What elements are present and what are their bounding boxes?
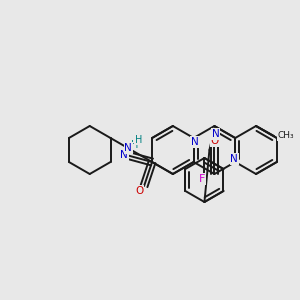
Text: O: O xyxy=(135,186,143,196)
Text: H: H xyxy=(130,140,138,150)
Text: H: H xyxy=(135,135,142,145)
Text: N: N xyxy=(212,129,219,139)
Text: F: F xyxy=(199,174,206,184)
Text: CH₃: CH₃ xyxy=(278,131,294,140)
Text: N: N xyxy=(124,143,132,153)
Text: N: N xyxy=(230,154,238,164)
Text: N: N xyxy=(120,150,128,160)
Text: N: N xyxy=(191,137,199,147)
Text: O: O xyxy=(210,136,219,146)
